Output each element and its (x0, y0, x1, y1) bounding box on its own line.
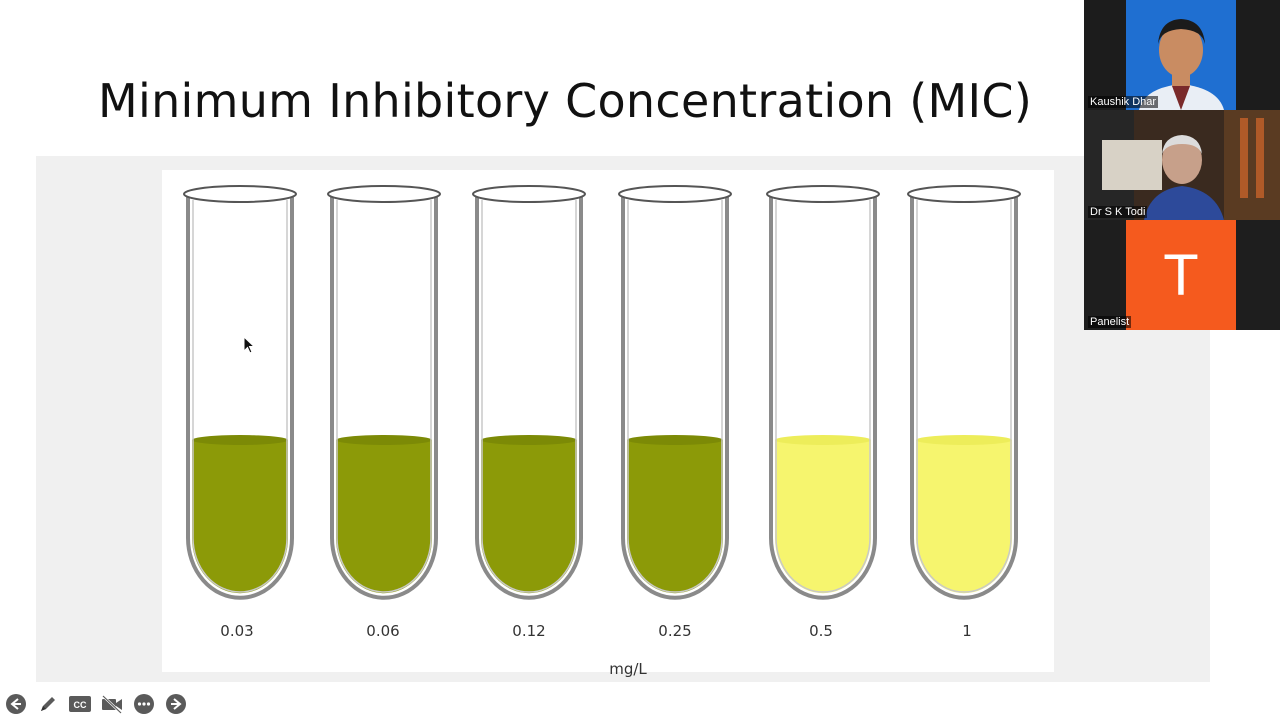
test-tube-2 (327, 185, 441, 600)
tube-glass-inner (775, 200, 871, 593)
captions-icon: CC (69, 696, 91, 712)
tube-label-6: 1 (962, 622, 972, 640)
tube-glass (769, 194, 877, 600)
captions-button[interactable]: CC (68, 692, 92, 716)
test-tube-5 (766, 185, 880, 600)
tube-rim (618, 185, 732, 203)
tube-liquid (481, 440, 577, 594)
tube-label-5: 0.5 (809, 622, 833, 640)
test-tube-4 (618, 185, 732, 600)
tube-label-3: 0.12 (512, 622, 546, 640)
arrow-left-icon (6, 694, 26, 714)
tube-glass (475, 194, 583, 600)
more-icon (134, 694, 154, 714)
unit-label: mg/L (609, 660, 647, 678)
tube-rim (327, 185, 441, 203)
participant-name: Dr S K Todi (1088, 206, 1148, 218)
tube-glass (910, 194, 1018, 600)
previous-slide-button[interactable] (4, 692, 28, 716)
tube-rim (183, 185, 297, 203)
test-tube-1 (183, 185, 297, 600)
participant-tile-3[interactable]: T Panelist (1084, 220, 1280, 330)
tube-label-1: 0.03 (220, 622, 254, 640)
test-tube-6 (907, 185, 1021, 600)
liquid-surface (916, 435, 1012, 445)
avatar-letter: T (1163, 242, 1199, 308)
tube-glass-inner (192, 200, 288, 593)
liquid-surface (336, 435, 432, 445)
tube-liquid (775, 440, 871, 594)
tube-liquid (916, 440, 1012, 594)
slide-title: Minimum Inhibitory Concentration (MIC) (98, 74, 1033, 128)
tube-glass-inner (627, 200, 723, 593)
next-slide-button[interactable] (164, 692, 188, 716)
test-tube-3 (472, 185, 586, 600)
more-options-button[interactable] (132, 692, 156, 716)
liquid-surface (192, 435, 288, 445)
tube-rim (766, 185, 880, 203)
participant-name: Panelist (1088, 316, 1132, 328)
captions-label: CC (74, 700, 87, 710)
participant-video (1084, 110, 1280, 220)
participant-name: Kaushik Dhar (1088, 96, 1159, 108)
tube-glass-inner (916, 200, 1012, 593)
pen-tool-button[interactable] (36, 692, 60, 716)
tube-glass (186, 194, 294, 600)
tube-liquid (336, 440, 432, 594)
tube-liquid (192, 440, 288, 594)
participant-panel: Kaushik Dhar Dr S K Todi T Panelist (1084, 0, 1280, 330)
tube-rim (907, 185, 1021, 203)
pen-icon (41, 697, 55, 711)
participant-tile-1[interactable]: Kaushik Dhar (1084, 0, 1280, 110)
figure-area: 0.03 0.06 0.12 0.25 0.5 1 mg/L (162, 170, 1054, 678)
tube-glass (330, 194, 438, 600)
test-tubes (183, 185, 1021, 600)
figure-panel: 0.03 0.06 0.12 0.25 0.5 1 mg/L (36, 156, 1210, 682)
presentation-controls: CC (4, 692, 188, 718)
liquid-surface (481, 435, 577, 445)
tube-label-2: 0.06 (366, 622, 400, 640)
tube-glass (621, 194, 729, 600)
participant-video (1126, 0, 1236, 110)
liquid-surface (775, 435, 871, 445)
arrow-right-icon (166, 694, 186, 714)
tube-label-4: 0.25 (658, 622, 692, 640)
video-off-icon (102, 695, 122, 714)
tube-liquid (627, 440, 723, 594)
tube-glass-inner (336, 200, 432, 593)
mouse-cursor-icon (243, 336, 256, 354)
avatar: T (1126, 220, 1236, 330)
liquid-surface (627, 435, 723, 445)
video-toggle-button[interactable] (100, 692, 124, 716)
tube-rim (472, 185, 586, 203)
tube-glass-inner (481, 200, 577, 593)
participant-tile-2[interactable]: Dr S K Todi (1084, 110, 1280, 220)
